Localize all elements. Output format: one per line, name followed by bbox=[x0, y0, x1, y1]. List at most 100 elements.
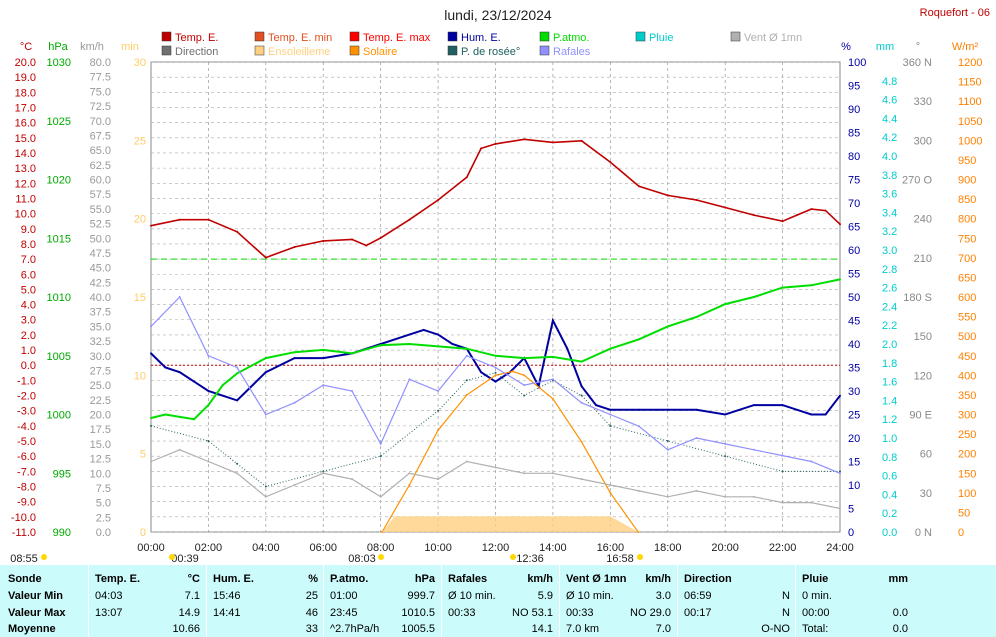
data-point bbox=[236, 372, 239, 375]
data-point bbox=[551, 378, 554, 381]
min-tick: 5 bbox=[140, 449, 146, 461]
mm-tick: 2.0 bbox=[882, 339, 897, 351]
dir-tick: 150 bbox=[914, 331, 932, 343]
legend-swatch bbox=[349, 45, 360, 56]
cell-label: 14:41 bbox=[213, 607, 241, 619]
legend-swatch bbox=[447, 31, 458, 42]
col-header: Hum. E. bbox=[213, 573, 254, 585]
data-point bbox=[207, 440, 210, 442]
legend-label: Pluie bbox=[649, 32, 673, 44]
cell-value: 1005.5 bbox=[401, 623, 435, 635]
data-point bbox=[236, 230, 239, 233]
mm-tick: 4.0 bbox=[882, 151, 897, 163]
data-point bbox=[523, 374, 526, 377]
temp-tick: -5.0 bbox=[17, 436, 36, 448]
temp-tick: 8.0 bbox=[21, 239, 36, 251]
data-point bbox=[293, 351, 296, 354]
mm-tick: 1.8 bbox=[882, 358, 897, 370]
cell-label: Total: bbox=[802, 623, 829, 635]
min-tick: 10 bbox=[134, 370, 146, 382]
legend-swatch bbox=[730, 31, 741, 42]
data-point bbox=[150, 325, 152, 328]
data-point bbox=[695, 408, 698, 411]
data-point bbox=[207, 404, 210, 407]
data-point bbox=[178, 448, 181, 451]
data-point bbox=[293, 357, 296, 360]
temp-tick: 6.0 bbox=[21, 269, 36, 281]
data-point bbox=[523, 394, 526, 397]
data-point bbox=[236, 462, 239, 465]
data-point bbox=[724, 303, 727, 306]
data-point bbox=[379, 236, 382, 239]
data-point bbox=[351, 352, 353, 355]
data-point bbox=[480, 371, 483, 374]
cell-value: 5.9 bbox=[537, 590, 553, 602]
wm2-tick: 1200 bbox=[958, 57, 982, 69]
cell-label: ^2.7hPa/h bbox=[330, 623, 380, 635]
data-point bbox=[264, 413, 267, 416]
kmh-tick: 20.0 bbox=[90, 410, 111, 422]
min-tick: 25 bbox=[134, 135, 146, 147]
data-point bbox=[150, 460, 152, 463]
temp-tick: -4.0 bbox=[17, 421, 36, 433]
data-point bbox=[595, 404, 597, 407]
dir-tick: 210 bbox=[914, 253, 932, 265]
data-point bbox=[609, 484, 612, 486]
x-tick: 00:00 bbox=[137, 542, 165, 554]
legend-label: Direction bbox=[175, 46, 218, 58]
wm2-tick: 1100 bbox=[958, 96, 982, 108]
data-point bbox=[480, 147, 483, 150]
x-tick: 24:00 bbox=[826, 542, 854, 554]
axis-unit: mm bbox=[876, 41, 894, 53]
temp-tick: -3.0 bbox=[17, 406, 36, 418]
col-unit: km/h bbox=[527, 573, 553, 585]
kmh-tick: 2.5 bbox=[96, 512, 111, 524]
data-point bbox=[609, 413, 612, 416]
kmh-tick: 17.5 bbox=[90, 424, 111, 436]
dir-tick: 180 S bbox=[903, 292, 932, 304]
col-header: Vent Ø 1mn bbox=[566, 573, 627, 585]
hum-tick: 80 bbox=[848, 151, 860, 163]
data-point bbox=[322, 470, 325, 473]
data-point bbox=[451, 343, 454, 345]
cell-label: 00:33 bbox=[448, 607, 476, 619]
cell-label: 7.0 km bbox=[566, 623, 600, 635]
hum-tick: 20 bbox=[848, 433, 860, 445]
data-point bbox=[752, 495, 755, 498]
legend-label: Temp. E. min bbox=[268, 32, 332, 44]
col-header: Pluie bbox=[802, 573, 829, 585]
data-point bbox=[551, 472, 554, 475]
mm-tick: 2.6 bbox=[882, 283, 897, 295]
mm-tick: 2.2 bbox=[882, 320, 897, 332]
data-point bbox=[580, 385, 583, 388]
mm-tick: 3.0 bbox=[882, 245, 897, 257]
kmh-tick: 10.0 bbox=[90, 468, 111, 480]
cell-label: Ø 10 min. bbox=[448, 590, 496, 602]
data-point bbox=[523, 138, 526, 141]
kmh-tick: 22.5 bbox=[90, 395, 111, 407]
data-point bbox=[609, 424, 612, 427]
dir-tick: 360 N bbox=[903, 57, 932, 69]
legend-swatch bbox=[635, 31, 646, 42]
data-point bbox=[236, 399, 239, 402]
table-divider bbox=[323, 565, 324, 637]
hum-tick: 75 bbox=[848, 175, 860, 187]
kmh-tick: 7.5 bbox=[96, 483, 111, 495]
data-point bbox=[666, 194, 669, 197]
cell-value: 10.66 bbox=[172, 623, 200, 635]
mm-tick: 1.4 bbox=[882, 395, 897, 407]
hpa-tick: 1005 bbox=[47, 351, 71, 363]
col-unit: % bbox=[308, 573, 318, 585]
hum-tick: 40 bbox=[848, 339, 860, 351]
axis-unit: km/h bbox=[80, 41, 104, 53]
wm2-tick: 150 bbox=[958, 468, 976, 480]
temp-tick: 0.0 bbox=[21, 360, 36, 372]
series-hum-e bbox=[150, 317, 841, 416]
table-divider bbox=[795, 565, 796, 637]
data-point bbox=[752, 296, 755, 298]
data-point bbox=[150, 352, 152, 355]
row-label: Moyenne bbox=[8, 623, 56, 635]
data-point bbox=[408, 378, 411, 381]
wm2-tick: 600 bbox=[958, 292, 976, 304]
cell-value: NO 53.1 bbox=[512, 607, 553, 619]
